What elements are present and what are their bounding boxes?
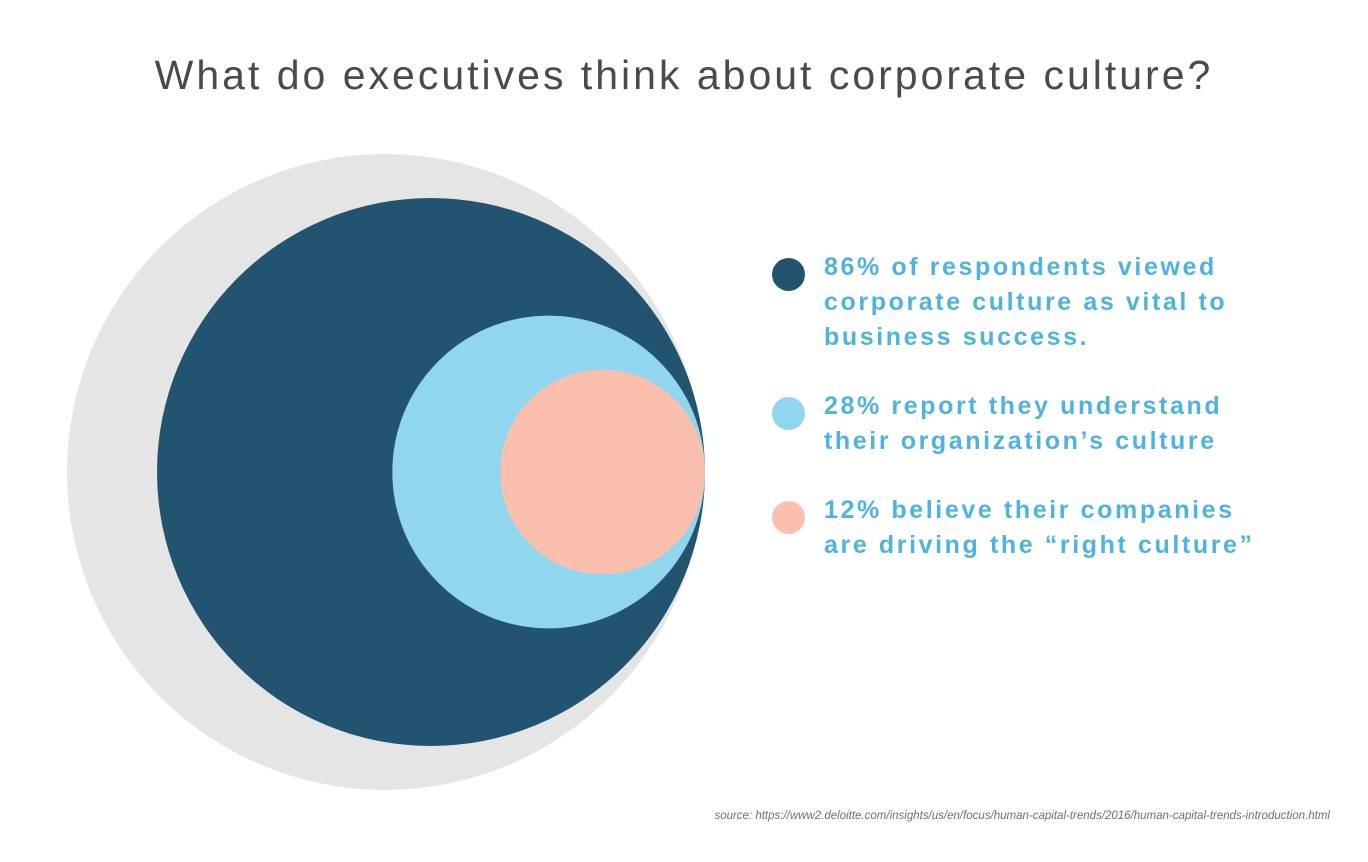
legend-label: 28% report they understand their organiz… bbox=[824, 392, 1223, 455]
legend-dot-light-blue-icon bbox=[772, 397, 805, 430]
legend: 86% of respondents viewed corporate cult… bbox=[772, 250, 1332, 563]
legend-item-12: 12% believe their companies are driving … bbox=[772, 493, 1332, 563]
legend-label: 12% believe their companies are driving … bbox=[824, 496, 1255, 559]
legend-dot-peach-icon bbox=[772, 501, 805, 534]
legend-item-86: 86% of respondents viewed corporate cult… bbox=[772, 250, 1332, 355]
legend-dot-dark-blue-icon bbox=[772, 258, 805, 291]
legend-label: 86% of respondents viewed corporate cult… bbox=[824, 253, 1228, 351]
circle-12-percent bbox=[500, 369, 705, 575]
source-citation: source: https://www2.deloitte.com/insigh… bbox=[714, 810, 1330, 822]
chart-title: What do executives think about corporate… bbox=[154, 52, 1214, 98]
legend-item-28: 28% report they understand their organiz… bbox=[772, 389, 1332, 459]
